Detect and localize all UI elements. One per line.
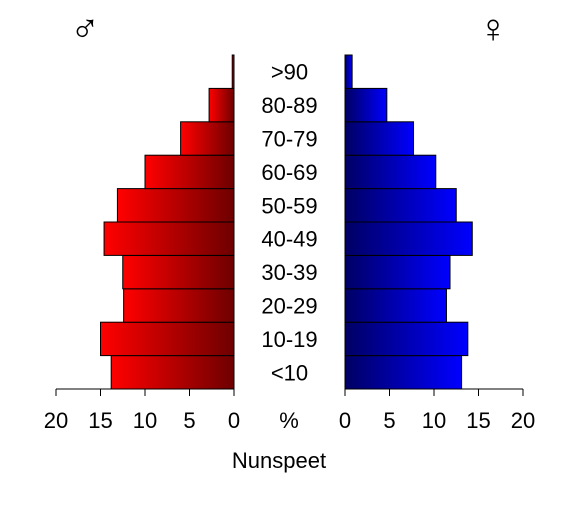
female-bar-5 [344,188,457,223]
male-bar-6 [144,154,235,190]
x-axis-title: Nunspeet [232,448,326,473]
female-symbol: ♀ [478,7,508,51]
male-bars [100,54,235,390]
female-bar-8 [344,87,388,123]
male-axis-tick-label: 5 [183,408,195,433]
age-group-label: 40-49 [261,227,317,252]
male-axis-tick-label: 0 [228,408,240,433]
percent-unit-label: % [279,408,299,433]
male-bar-8 [208,87,235,123]
female-bar-1 [344,321,469,357]
female-axis-tick-label: 20 [511,408,535,433]
male-bar-4 [103,221,235,256]
female-axis-tick-label: 10 [422,408,446,433]
age-group-label: 30-39 [261,260,317,285]
male-axis-tick-label: 15 [88,408,112,433]
male-bar-1 [100,321,235,357]
male-bar-7 [180,121,235,156]
male-bar-3 [122,254,235,290]
male-symbol: ♂ [70,7,100,51]
male-axis-ticks: 20 15 10 5 0 [44,389,240,433]
female-bar-9 [344,54,353,89]
female-bars [344,54,473,390]
age-group-label: 80-89 [261,93,317,118]
age-group-label: <10 [271,360,308,385]
female-axis-tick-label: 5 [383,408,395,433]
age-group-label: 70-79 [261,127,317,152]
age-group-labels: <10 10-19 20-29 30-39 40-49 50-59 60-69 70-79 80… [261,60,317,386]
male-axis-tick-label: 10 [133,408,157,433]
male-axis-tick-label: 20 [44,408,68,433]
female-axis-tick-label: 0 [339,408,351,433]
age-group-label: 10-19 [261,327,317,352]
male-bar-2 [123,288,235,323]
female-axis-tick-label: 15 [466,408,490,433]
female-bar-7 [344,121,415,156]
male-bar-0 [110,355,235,390]
age-group-label: 60-69 [261,160,317,185]
age-group-label: >90 [271,60,308,85]
female-bar-6 [344,154,437,190]
female-bar-3 [344,254,451,290]
female-bar-0 [344,355,463,390]
female-bar-2 [344,288,447,323]
male-bar-5 [116,188,235,223]
female-bar-4 [344,221,473,256]
age-group-label: 20-29 [261,294,317,319]
female-axis-ticks: 0 5 10 15 20 [339,389,535,433]
male-bar-9 [231,54,235,89]
age-group-label: 50-59 [261,193,317,218]
